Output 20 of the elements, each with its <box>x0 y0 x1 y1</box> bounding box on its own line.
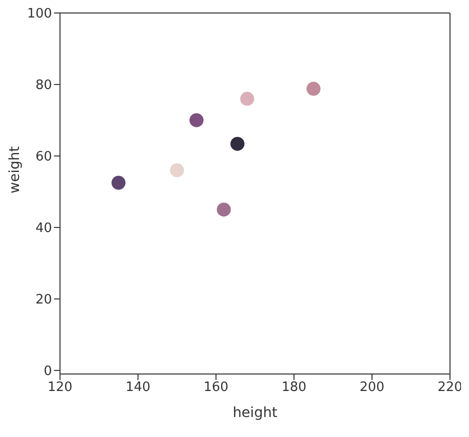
x-tick-label: 200 <box>360 380 384 396</box>
y-tick-label: 80 <box>35 78 52 94</box>
y-tick-label: 20 <box>35 292 52 308</box>
point <box>230 136 244 151</box>
point <box>170 163 184 178</box>
point <box>216 202 231 217</box>
point <box>240 92 254 106</box>
x-tick-label: 160 <box>204 380 228 396</box>
x-axis-title: height <box>232 405 278 421</box>
y-tick-label: 0 <box>44 364 52 380</box>
x-tick-label: 180 <box>282 380 306 396</box>
point <box>306 82 320 96</box>
x-tick-label: 120 <box>48 380 72 396</box>
y-tick-label: 60 <box>35 150 52 165</box>
point <box>190 113 204 128</box>
y-tick-label: 40 <box>35 221 52 236</box>
point <box>112 176 126 190</box>
x-tick-label: 140 <box>126 380 150 396</box>
y-tick-label: 100 <box>27 6 52 22</box>
y-axis-title: weight <box>6 146 23 194</box>
